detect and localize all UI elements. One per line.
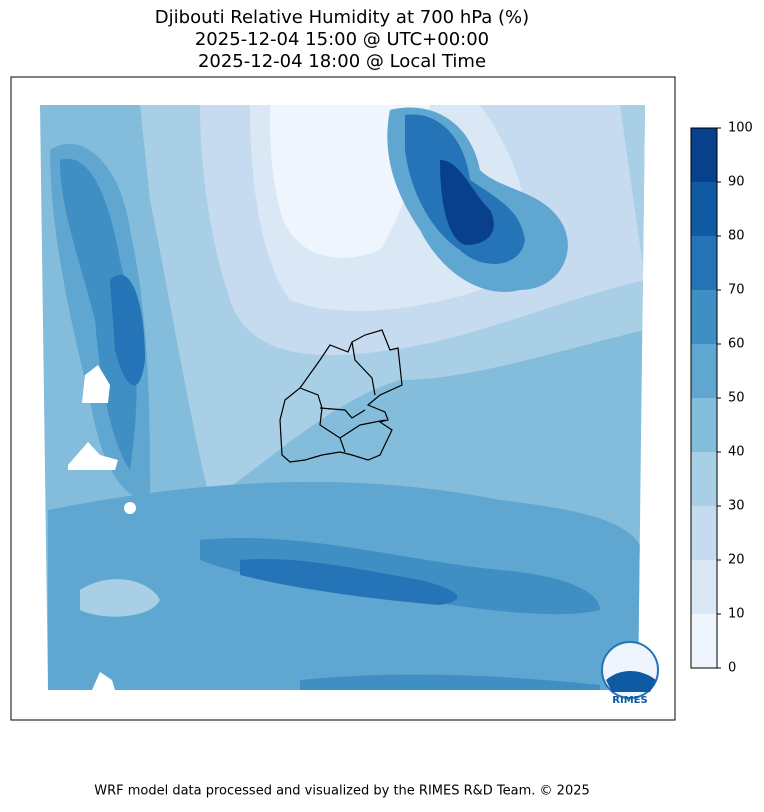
colorbar-segment [691,236,717,290]
colorbar-segment [691,614,717,668]
logo-text: RIMES [612,695,647,706]
colorbar-tick-label: 40 [728,445,745,460]
colorbar-tick-label: 30 [728,499,745,514]
colorbar-segment [691,290,717,344]
country-border [279,329,403,463]
colorbar-segment [691,560,717,614]
colorbar-segment [691,398,717,452]
colorbar-tick-label: 50 [728,391,745,406]
colorbar-tick-label: 100 [728,121,753,136]
colorbar-tick-label: 20 [728,553,745,568]
colorbar-tick-label: 80 [728,229,745,244]
colorbar-segment [691,452,717,506]
footer: WRF model data processed and visualized … [94,784,590,799]
colorbar-segment [691,506,717,560]
colorbar: 0 10 20 30 40 50 60 70 80 90 100 [690,121,753,676]
title: 2025-12-04 15:00 @ UTC+00:00 [195,29,489,50]
colorbar-segment [691,344,717,398]
title: 2025-12-04 18:00 @ Local Time [198,51,486,72]
title: Djibouti Relative Humidity at 700 hPa (%… [155,7,529,28]
colorbar-tick-label: 70 [728,283,745,298]
colorbar-segment [691,182,717,236]
logo: RIMES [601,641,659,706]
colorbar-tick-label: 90 [728,175,745,190]
map: RIMES [10,76,676,721]
colorbar-tick-label: 10 [728,607,745,622]
colorbar-tick-label: 0 [728,661,736,676]
humidity-field [40,105,645,690]
colorbar-tick-label: 60 [728,337,745,352]
colorbar-segment [691,128,717,182]
